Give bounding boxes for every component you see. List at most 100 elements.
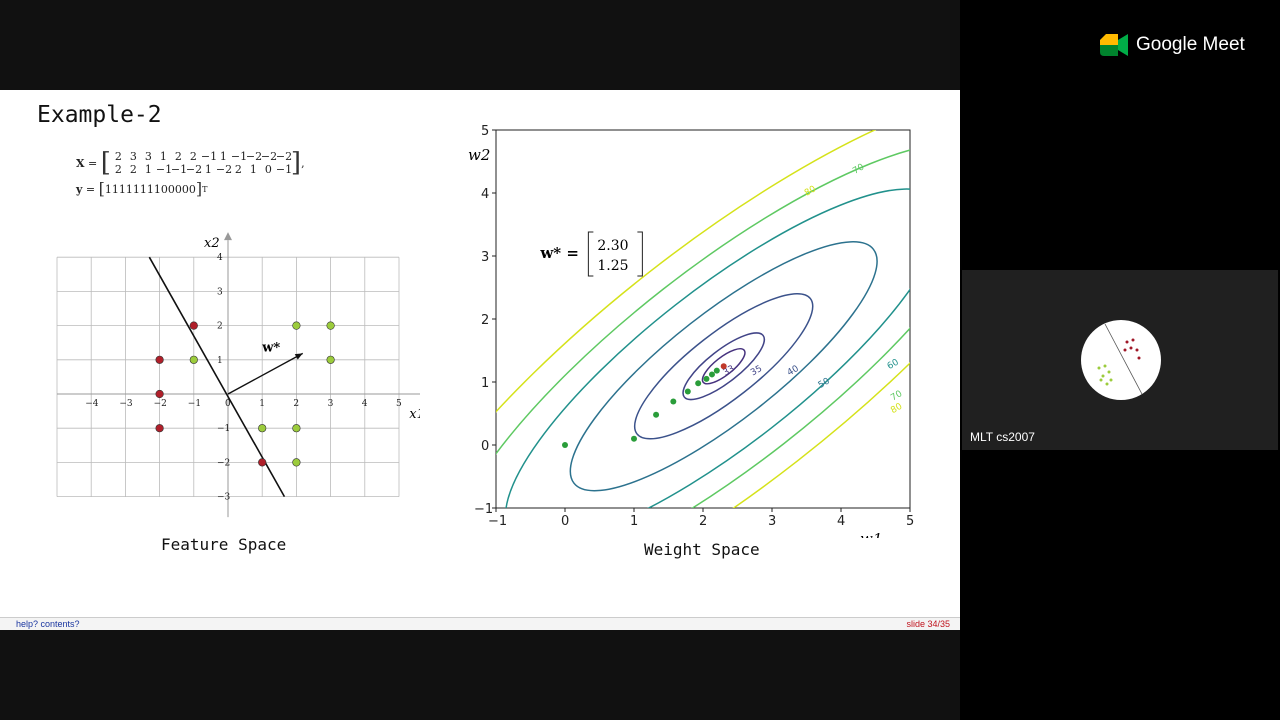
slide: Example-2 X = [ 2 3 3 1 2 2 −1 1 −1−2−2−2 2 2 1 −1−… xyxy=(0,90,960,630)
matrix-definition: X = [ 2 3 3 1 2 2 −1 1 −1−2−2−2 2 2 1 −1−1−2 1 −2 2 1 0−… xyxy=(76,148,305,198)
matrix-entry: −1 xyxy=(275,163,293,176)
vector-entry: 0 xyxy=(174,182,182,196)
slide-footer: help? contents? slide 34/35 xyxy=(0,617,960,630)
x-tick-label: −1 xyxy=(488,514,507,529)
descent-point xyxy=(695,380,702,387)
matrix-entry: 2 xyxy=(189,150,197,163)
x-tick-label: 0 xyxy=(561,514,569,529)
slide-number: slide 34/35 xyxy=(906,619,950,629)
feature-space-plot: −4 −3 −2 −1 0 1 2 3 4 5 −3 −2 −1 1 2 3 4 x1 x2 w* xyxy=(56,232,420,518)
weight-vector xyxy=(227,352,304,395)
presentation-stage: Example-2 X = [ 2 3 3 1 2 2 −1 1 −1−2−2−2 2 2 1 −1−… xyxy=(0,0,960,720)
matrix-entry: −1 xyxy=(155,163,173,176)
x-tick-label: 5 xyxy=(906,514,914,529)
optimum-label: w* = xyxy=(539,244,579,262)
vector-entry: 0 xyxy=(167,182,175,196)
weight-vector-label: w* xyxy=(261,340,280,355)
vector-entry: 1 xyxy=(125,182,133,196)
vector-entry: 1 xyxy=(104,182,112,196)
data-point xyxy=(258,424,267,433)
meet-brand-text: Google Meet xyxy=(1136,34,1245,55)
matrix-entry: 2 xyxy=(129,163,137,176)
x-tick-label: 5 xyxy=(396,399,402,409)
participant-avatar xyxy=(1081,320,1161,400)
participant-name: MLT cs2007 xyxy=(970,430,1035,444)
matrix-entry: −1 xyxy=(170,163,188,176)
x-tick-label: −4 xyxy=(85,399,99,409)
bracket-right xyxy=(637,231,643,277)
data-point xyxy=(189,321,198,330)
matrix-entry: 1 xyxy=(204,163,212,176)
data-point xyxy=(258,458,267,467)
optimum-value: 2.30 xyxy=(597,238,628,254)
data-point xyxy=(189,355,198,364)
y-tick-label: −1 xyxy=(217,424,230,434)
matrix-entry: 1 xyxy=(219,150,227,163)
matrix-entry: −2 xyxy=(275,150,293,163)
descent-point xyxy=(684,388,691,395)
y-axis-label: x2 xyxy=(204,236,220,251)
weight-vector-arrowhead xyxy=(294,353,303,360)
vector-y-label: y xyxy=(76,182,83,196)
y-tick-label: 1 xyxy=(217,356,223,366)
meet-logo-icon xyxy=(1100,34,1128,56)
vector-entry: 1 xyxy=(111,182,119,196)
y-axis-arrow xyxy=(224,232,232,241)
matrix-entry: 1 xyxy=(249,163,257,176)
x-axis-label: w1 xyxy=(860,530,882,538)
x-tick-label: 2 xyxy=(293,399,299,409)
y-tick-label: 4 xyxy=(217,253,223,263)
data-point xyxy=(326,355,335,364)
matrix-entry: 1 xyxy=(144,163,152,176)
vector-entry: 1 xyxy=(153,182,161,196)
contour-line xyxy=(682,332,766,401)
vector-entry: 0 xyxy=(181,182,189,196)
descent-point xyxy=(708,371,715,378)
matrix-entry: 0 xyxy=(264,163,272,176)
matrix-entry: 3 xyxy=(144,150,152,163)
help-contents-link[interactable]: help? contents? xyxy=(16,619,80,629)
descent-point xyxy=(562,442,568,448)
x-tick-label: 4 xyxy=(362,399,368,409)
matrix-entry: −1 xyxy=(230,150,248,163)
descent-point xyxy=(713,367,720,374)
matrix-x-label: X xyxy=(76,156,85,170)
vector-y: 1111111100000 xyxy=(105,183,196,196)
data-point xyxy=(326,321,335,330)
matrix-entry: 1 xyxy=(159,150,167,163)
vector-entry: 1 xyxy=(146,182,154,196)
descent-point xyxy=(653,411,660,418)
weight-space-plot: 333540506070808070−1012345−1012345w1w2w*… xyxy=(468,124,914,538)
matrix-entry: −2 xyxy=(245,150,263,163)
vector-entry: 1 xyxy=(139,182,147,196)
vector-entry: 0 xyxy=(188,182,196,196)
x-tick-label: 3 xyxy=(328,399,334,409)
contour-line xyxy=(701,347,746,385)
x-tick-label: −1 xyxy=(188,399,201,409)
contour-line xyxy=(504,188,910,508)
feature-space-caption: Feature Space xyxy=(161,535,287,554)
vector-entry: 1 xyxy=(118,182,126,196)
y-tick-label: 3 xyxy=(481,250,489,265)
matrix-x-row1: 2 3 3 1 2 2 −1 1 −1−2−2−2 xyxy=(111,150,293,163)
y-tick-label: 4 xyxy=(481,187,489,202)
optimum-value: 1.25 xyxy=(597,258,628,274)
contour-line xyxy=(569,241,878,492)
matrix-entry: −2 xyxy=(215,163,233,176)
contour-label: 35 xyxy=(749,364,764,378)
y-tick-label: 1 xyxy=(481,376,489,391)
matrix-entry: 2 xyxy=(174,150,182,163)
matrix-entry: −1 xyxy=(200,150,218,163)
matrix-x-row2: 2 2 1 −1−1−2 1 −2 2 1 0 −1 xyxy=(111,163,293,176)
y-tick-label: 0 xyxy=(481,439,489,454)
matrix-entry: 2 xyxy=(114,150,122,163)
y-tick-label: 2 xyxy=(217,322,223,332)
descent-point xyxy=(631,435,637,442)
slide-title: Example-2 xyxy=(37,102,162,128)
weight-space-caption: Weight Space xyxy=(644,540,760,559)
x-tick-label: 1 xyxy=(630,514,638,529)
bracket-left xyxy=(587,231,594,277)
y-tick-label: −1 xyxy=(474,502,493,517)
y-tick-label: −2 xyxy=(217,458,230,468)
descent-point xyxy=(703,375,710,382)
